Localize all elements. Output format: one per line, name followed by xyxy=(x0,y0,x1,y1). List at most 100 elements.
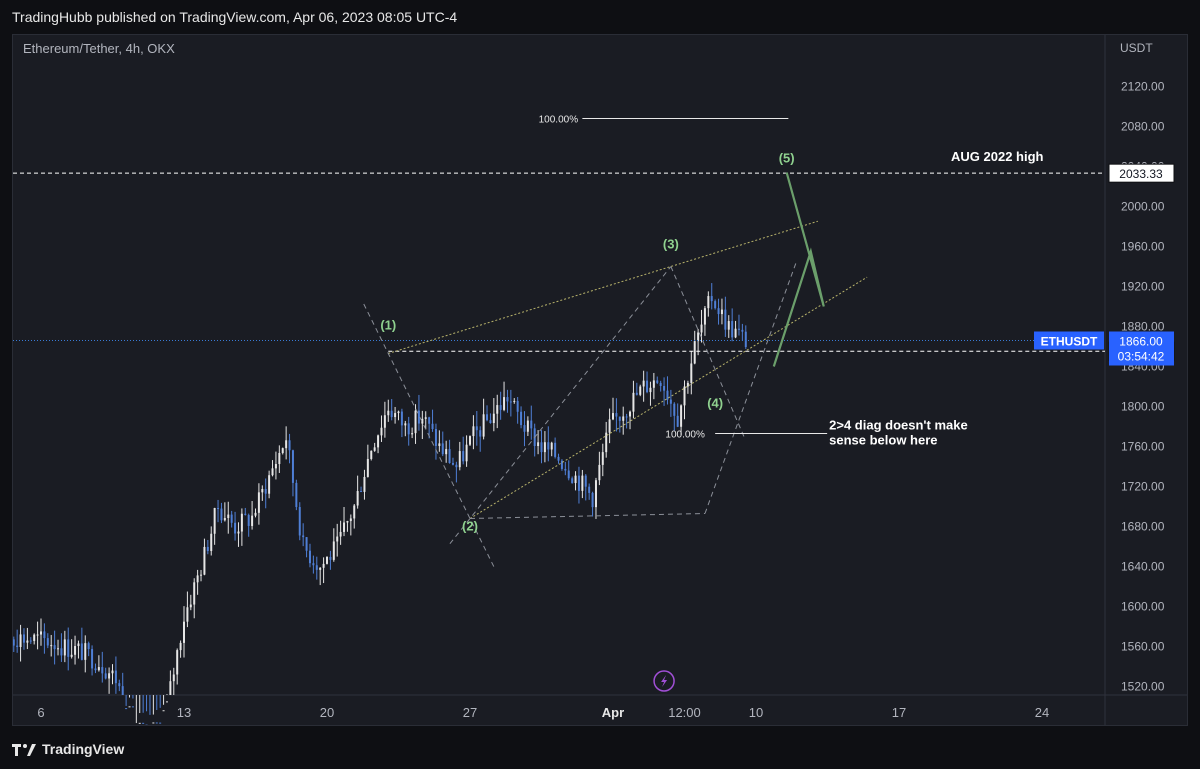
candle-body xyxy=(50,645,53,647)
y-tick-label: 1800.00 xyxy=(1121,400,1165,414)
candle-body xyxy=(46,638,49,646)
wave-label: (3) xyxy=(663,237,679,252)
tradingview-logo-icon[interactable] xyxy=(12,742,36,756)
candle-body xyxy=(278,452,281,465)
candle-body xyxy=(550,442,553,450)
channel-base-line xyxy=(469,513,706,519)
candle-body xyxy=(400,411,403,426)
candle-body xyxy=(172,674,175,682)
candle-body xyxy=(564,468,567,471)
candle-body xyxy=(80,643,83,660)
candle-body xyxy=(720,309,723,315)
y-tick-label: 1920.00 xyxy=(1121,280,1165,294)
aug-high-price-tag xyxy=(1108,163,1175,183)
candle-body xyxy=(734,328,737,338)
candle-body xyxy=(526,420,529,432)
candle-body xyxy=(121,686,124,695)
channel-line-3-4 xyxy=(670,266,745,437)
candle-body xyxy=(29,640,32,642)
candle-body xyxy=(503,397,506,410)
candle-body xyxy=(554,442,557,457)
candle-body xyxy=(128,706,131,708)
bar-countdown-text: 03:54:42 xyxy=(1118,350,1165,364)
candle-body xyxy=(111,670,114,674)
candle-body xyxy=(183,621,185,643)
candle-body xyxy=(598,464,601,481)
candle-body xyxy=(179,642,182,651)
x-tick-label: 27 xyxy=(463,705,477,720)
candle-body xyxy=(186,607,189,622)
candle-body xyxy=(13,639,15,646)
candle-body xyxy=(523,425,526,432)
candle-body xyxy=(220,508,223,521)
candle-body xyxy=(26,640,29,643)
y-tick-label: 1680.00 xyxy=(1121,520,1165,534)
candle-body xyxy=(690,363,693,383)
candle-body xyxy=(625,416,628,418)
candle-body xyxy=(308,550,311,564)
candle-body xyxy=(649,387,652,393)
candle-body xyxy=(397,411,400,414)
channel-right-line xyxy=(704,260,798,514)
y-tick-label: 1560.00 xyxy=(1121,640,1165,654)
candle-body xyxy=(486,414,489,421)
candle-body xyxy=(390,410,393,418)
candle-body xyxy=(669,399,672,404)
candle-body xyxy=(343,522,346,532)
candle-body xyxy=(356,491,359,506)
candle-body xyxy=(455,464,458,468)
candle-body xyxy=(57,648,60,650)
candle-body xyxy=(176,650,179,675)
candle-body xyxy=(656,380,659,383)
price-axis-bg[interactable] xyxy=(1105,35,1187,725)
candle-body xyxy=(268,475,271,494)
candle-body xyxy=(53,645,56,650)
y-tick-label: 1640.00 xyxy=(1121,560,1165,574)
publish-text: TradingHubb published on TradingView.com… xyxy=(12,9,458,25)
candle-body xyxy=(19,634,22,648)
candle-body xyxy=(639,386,642,395)
candle-body xyxy=(591,492,594,508)
candle-body xyxy=(612,413,614,420)
price-chart[interactable]: Ethereum/Tether, 4h, OKX USDT 2120.00 2080.… xyxy=(13,35,1187,725)
candle-body xyxy=(322,563,325,568)
candle-body xyxy=(663,386,666,391)
lightning-icon xyxy=(661,675,668,687)
candle-body xyxy=(366,458,369,477)
wave-label: (2) xyxy=(462,519,478,534)
candle-body xyxy=(159,722,162,724)
chart-title: Ethereum/Tether, 4h, OKX xyxy=(23,41,175,56)
candle-body xyxy=(428,417,431,424)
symbol-tag xyxy=(1034,331,1104,350)
candle-body xyxy=(407,423,410,435)
candle-body xyxy=(584,475,587,487)
candle-body xyxy=(451,463,454,465)
candle-body xyxy=(530,420,533,429)
candle-body xyxy=(615,413,618,417)
candle-body xyxy=(475,426,478,431)
candle-body xyxy=(261,489,264,493)
candle-body xyxy=(499,405,502,410)
candle-body xyxy=(513,400,516,402)
flash-icon[interactable] xyxy=(653,670,675,692)
candle-body xyxy=(63,639,66,656)
chart-frame[interactable]: Ethereum/Tether, 4h, OKX USDT 2120.00 2080.… xyxy=(12,34,1188,726)
candle-body xyxy=(492,413,495,424)
candle-body xyxy=(155,722,158,724)
candle-body xyxy=(438,443,441,446)
candle-body xyxy=(537,442,540,447)
candle-body xyxy=(33,634,36,641)
candle-body xyxy=(680,405,683,427)
candle-body xyxy=(43,631,46,639)
candle-body xyxy=(434,429,437,446)
candle-body xyxy=(217,507,220,509)
candle-body xyxy=(377,435,380,448)
y-tick-label: 1520.00 xyxy=(1121,680,1165,694)
candle-body xyxy=(70,654,73,657)
candle-body xyxy=(509,401,512,403)
candle-body xyxy=(312,563,315,566)
candle-body xyxy=(635,392,638,395)
candle-body xyxy=(683,386,686,406)
current-price-tag xyxy=(1109,331,1174,366)
wave-label: (1) xyxy=(380,318,396,333)
